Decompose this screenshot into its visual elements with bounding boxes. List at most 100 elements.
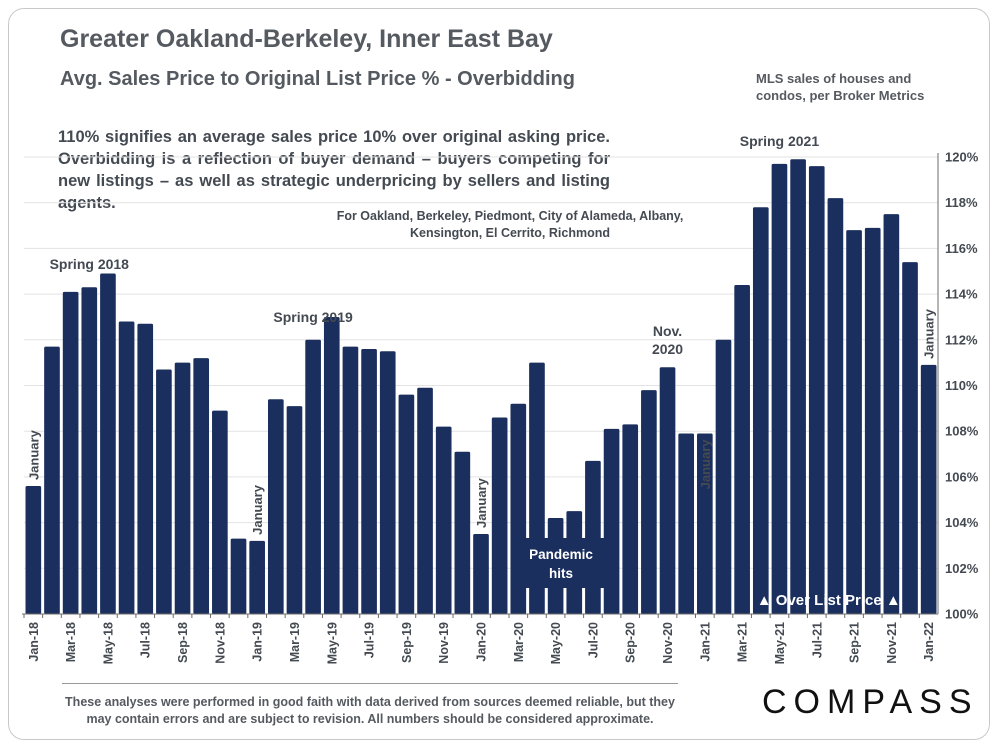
x-tick-label: Nov-19 [437, 622, 451, 664]
bar-apr-18 [81, 287, 98, 614]
x-tick-label: Mar-18 [64, 622, 78, 662]
bar-oct-18 [193, 358, 210, 614]
x-tick-label: Jan-19 [251, 622, 265, 662]
bar-sep-19 [398, 394, 415, 614]
coverage-note: For Oakland, Berkeley, Piedmont, City of… [336, 209, 684, 240]
y-tick-label: 120% [945, 150, 979, 165]
bar-jan-21 [697, 433, 713, 614]
x-tick-label: Sep-19 [400, 622, 414, 663]
bar-jul-21 [808, 166, 825, 614]
bar-dec-20 [678, 433, 695, 614]
x-tick-label: Sep-20 [624, 622, 638, 663]
bar-oct-20 [641, 390, 657, 614]
bar-mar-21 [734, 284, 750, 614]
bar-dec-19 [454, 451, 471, 614]
bar-aug-19 [379, 351, 396, 614]
bar-aug-18 [156, 369, 172, 614]
bar-jun-18 [118, 321, 135, 614]
x-tick-label: Sep-18 [176, 622, 190, 663]
y-tick-label: 110% [945, 378, 978, 393]
bar-nov-19 [435, 426, 452, 614]
y-tick-label: 118% [945, 195, 978, 210]
bar-nov-18 [212, 410, 228, 614]
x-tick-label: Nov-21 [885, 622, 899, 664]
bar-feb-20 [491, 417, 508, 614]
bar-dec-21 [902, 262, 918, 614]
x-tick-label: Mar-20 [512, 622, 526, 662]
bar-nov-20 [659, 367, 676, 614]
bar-jan-20 [473, 534, 489, 614]
bar-jun-21 [790, 159, 806, 614]
over-list-price-label: ▲ Over List Price ▲ [757, 592, 901, 609]
bar-feb-18 [44, 346, 60, 614]
y-tick-label: 112% [945, 332, 978, 347]
spring-2018-label: Spring 2018 [50, 256, 130, 272]
y-tick-label: 108% [945, 424, 979, 439]
footer-divider [62, 683, 678, 684]
bar-nov-21 [883, 214, 900, 614]
x-tick-label: Jul-18 [139, 622, 153, 658]
bar-mar-19 [286, 406, 303, 614]
january-marker: January [26, 429, 41, 480]
y-tick-label: 106% [945, 469, 979, 484]
x-tick-label: May-20 [549, 622, 563, 664]
x-tick-label: Jan-21 [698, 622, 712, 662]
bar-aug-21 [827, 198, 844, 614]
bar-dec-18 [230, 538, 247, 614]
bar-may-19 [323, 316, 340, 614]
bar-apr-21 [752, 207, 769, 614]
spring-2021-label: Spring 2021 [740, 133, 820, 149]
compass-logo: COMPASS [762, 683, 979, 721]
bar-oct-21 [864, 227, 881, 614]
bar-jul-20 [585, 460, 601, 614]
bar-may-18 [100, 273, 116, 614]
bar-jan-19 [249, 540, 265, 614]
spring-2019-label: Spring 2019 [273, 309, 353, 325]
bar-jul-18 [137, 323, 154, 614]
pandemic-label: Pandemic [529, 547, 593, 562]
january-marker: January [250, 484, 265, 535]
bar-sep-18 [174, 362, 191, 614]
nov-2020-label: Nov. [653, 323, 682, 339]
x-tick-label: Sep-21 [848, 622, 862, 663]
bar-mar-18 [62, 291, 79, 614]
x-tick-label: Mar-21 [736, 622, 750, 662]
page-title: Greater Oakland-Berkeley, Inner East Bay [60, 25, 553, 53]
x-tick-label: Jul-21 [810, 622, 824, 658]
bar-jan-18 [25, 486, 42, 614]
bar-oct-19 [417, 387, 433, 614]
x-tick-label: Jan-18 [27, 622, 41, 662]
nov-2020-label-year: 2020 [652, 341, 683, 357]
disclaimer-text: These analyses were performed in good fa… [65, 695, 675, 726]
y-tick-label: 116% [945, 241, 978, 256]
bar-apr-19 [305, 339, 321, 614]
pandemic-box [518, 538, 604, 588]
y-tick-label: 100% [945, 607, 979, 622]
y-tick-label: 102% [945, 561, 979, 576]
x-tick-label: May-18 [101, 622, 115, 664]
january-marker: January [698, 439, 713, 490]
bar-jan-22 [920, 364, 937, 614]
january-marker: January [474, 477, 489, 528]
bar-aug-20 [603, 428, 620, 614]
x-tick-label: Jan-22 [922, 622, 936, 662]
y-tick-label: 104% [945, 515, 979, 530]
x-tick-label: May-19 [325, 622, 339, 664]
x-tick-label: Jul-19 [363, 622, 377, 658]
x-tick-label: Jul-20 [586, 622, 600, 658]
pandemic-label-line2: hits [549, 566, 573, 581]
x-tick-label: May-21 [773, 622, 787, 664]
january-marker: January [922, 308, 937, 359]
bar-jun-19 [342, 346, 359, 614]
bar-feb-19 [267, 399, 284, 614]
bar-sep-21 [846, 230, 862, 614]
y-tick-label: 114% [945, 287, 978, 302]
chart-subtitle: Avg. Sales Price to Original List Price … [60, 68, 575, 90]
bar-feb-21 [715, 339, 732, 614]
x-tick-label: Jan-20 [475, 622, 489, 662]
bar-may-21 [771, 163, 788, 615]
x-tick-label: Nov-18 [213, 622, 227, 664]
source-note: MLS sales of houses and condos, per Brok… [756, 71, 925, 103]
bar-jul-19 [361, 348, 377, 614]
